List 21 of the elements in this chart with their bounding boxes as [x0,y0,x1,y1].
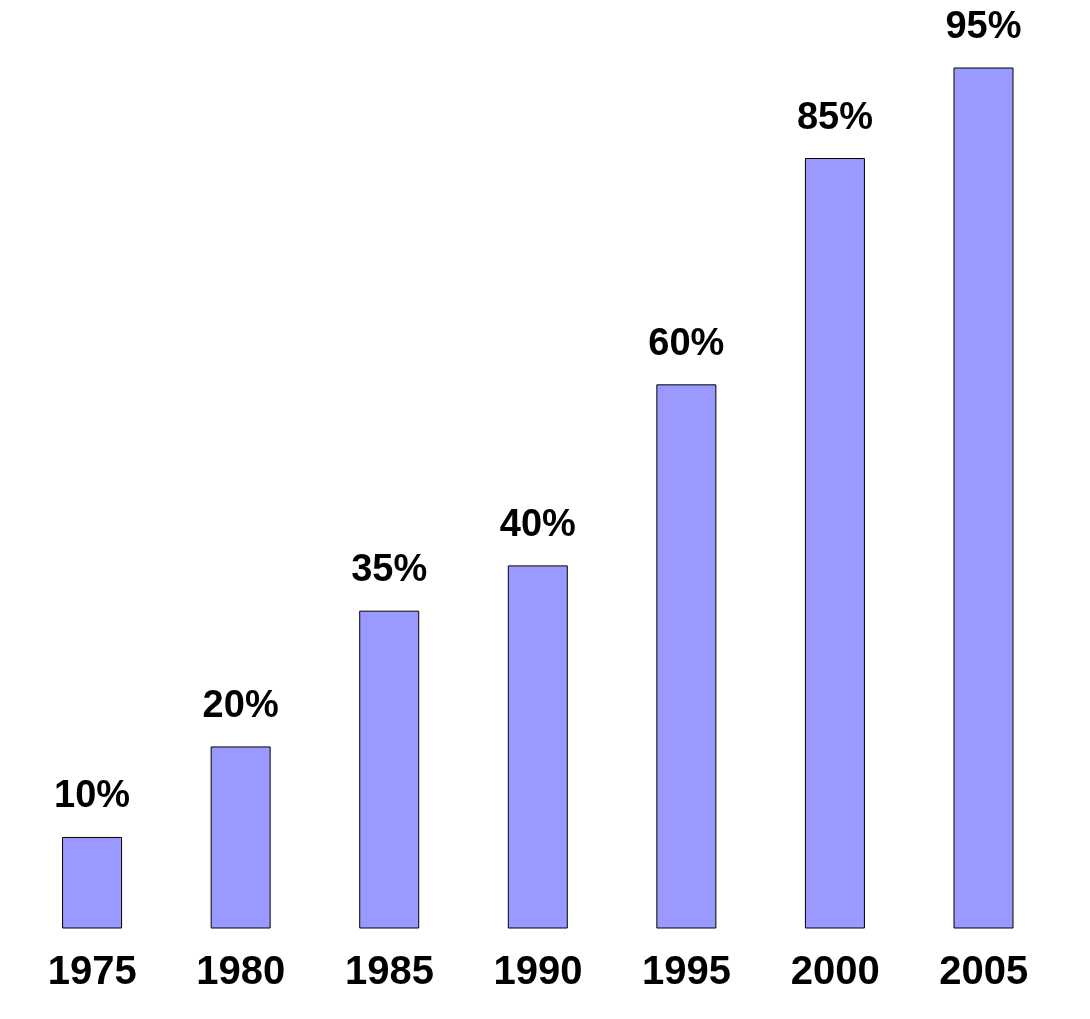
bar [804,158,865,929]
data-label: 60% [648,320,725,363]
x-tick-label: 1990 [493,948,583,993]
bar [62,836,123,929]
data-label: 35% [351,547,428,590]
data-label: 95% [945,4,1022,46]
bar [953,67,1014,929]
data-label: 20% [202,682,279,725]
x-tick-label: 2005 [939,948,1029,993]
x-tick-label: 2000 [790,948,880,993]
bar [359,610,420,929]
bar [656,384,717,929]
x-tick-label: 1980 [196,948,286,993]
bar [210,746,271,929]
data-label: 10% [54,773,131,816]
x-tick-label: 1985 [344,948,434,993]
bar [507,565,568,929]
data-label: 40% [499,501,576,544]
data-label: 85% [796,94,873,137]
x-tick-label: 1995 [642,948,732,993]
x-tick-label: 1975 [47,948,137,993]
